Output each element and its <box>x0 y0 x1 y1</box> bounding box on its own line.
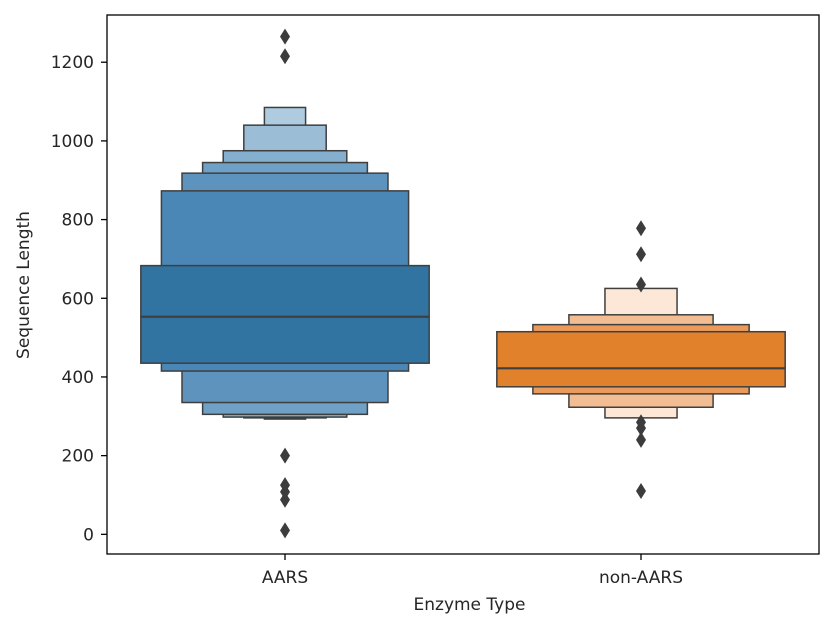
y-axis-label: Sequence Length <box>14 211 34 359</box>
axes-frame <box>106 14 820 555</box>
outlier-point <box>636 414 646 431</box>
outlier-point <box>280 48 290 65</box>
outlier-point <box>280 522 290 539</box>
y-tick-label: 1000 <box>51 132 94 152</box>
plot-outliers <box>280 28 646 539</box>
y-tick-label: 400 <box>62 368 94 388</box>
y-tick-label: 0 <box>83 525 94 545</box>
outlier-point <box>636 483 646 500</box>
outlier-point <box>636 220 646 237</box>
outlier-point <box>280 447 290 464</box>
outlier-point <box>636 276 646 293</box>
axes <box>106 14 820 555</box>
outlier-point <box>636 431 646 448</box>
y-tick-label: 1200 <box>51 53 94 73</box>
y-tick-label: 200 <box>62 447 94 467</box>
plot-boxes <box>140 106 786 420</box>
x-tick-label: non-AARS <box>599 568 683 588</box>
y-tick-label: 600 <box>62 289 94 309</box>
x-axis-label: Enzyme Type <box>414 595 526 615</box>
outlier-point <box>636 246 646 263</box>
box-AARS-0 <box>140 264 430 364</box>
outlier-point <box>280 28 290 45</box>
ticks: 0 200 400 600 800 1000 1200 AARS non-AARS <box>51 53 683 588</box>
x-tick-label: AARS <box>262 568 308 588</box>
y-tick-label: 800 <box>62 211 94 231</box>
outlier-point <box>280 477 290 494</box>
box-non-AARS-0 <box>496 330 786 388</box>
